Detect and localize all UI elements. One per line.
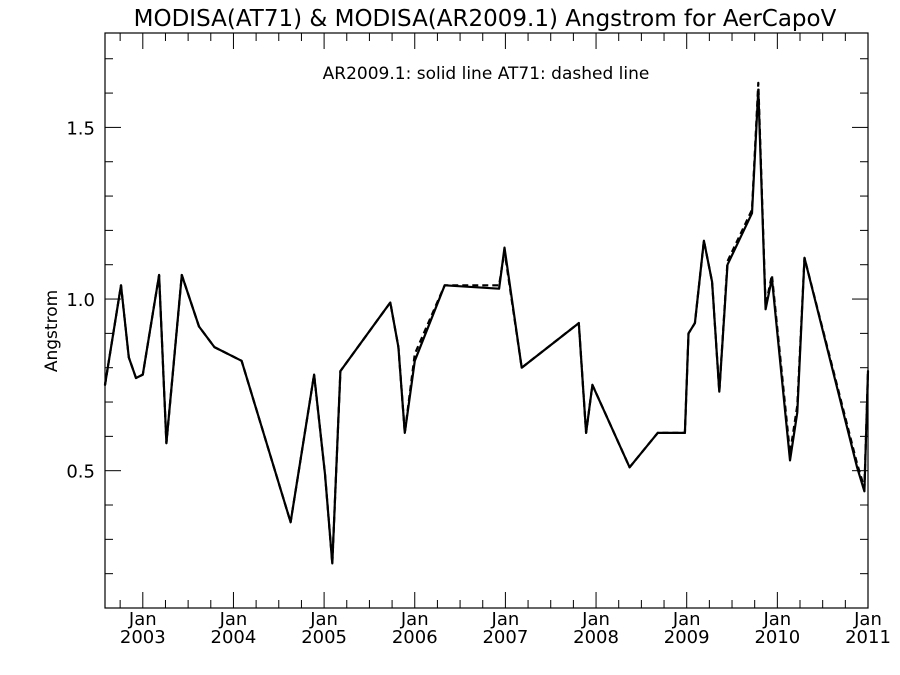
series-line-ar2009-1 bbox=[103, 88, 870, 565]
chart-title: MODISA(AT71) & MODISA(AR2009.1) Angstrom… bbox=[134, 6, 837, 32]
x-tick-month-label: Jan bbox=[581, 609, 610, 630]
x-tick-month-label: Jan bbox=[853, 609, 882, 630]
y-tick-label: 1.0 bbox=[66, 290, 95, 311]
x-tick-year-label: 2006 bbox=[392, 627, 438, 648]
x-tick-month-label: Jan bbox=[219, 609, 248, 630]
x-tick-month-label: Jan bbox=[672, 609, 701, 630]
tick-labels: 0.51.01.5Jan2003Jan2004Jan2005Jan2006Jan… bbox=[66, 118, 891, 648]
x-tick-year-label: 2011 bbox=[845, 627, 891, 648]
y-tick-label: 1.5 bbox=[66, 118, 95, 139]
x-tick-year-label: 2004 bbox=[211, 627, 257, 648]
y-axis-label: Angstrom bbox=[42, 290, 62, 372]
x-tick-month-label: Jan bbox=[400, 609, 429, 630]
x-tick-year-label: 2007 bbox=[482, 627, 528, 648]
x-tick-year-label: 2008 bbox=[573, 627, 619, 648]
x-tick-month-label: Jan bbox=[309, 609, 338, 630]
x-tick-year-label: 2009 bbox=[664, 627, 710, 648]
x-tick-year-label: 2003 bbox=[120, 627, 166, 648]
x-tick-month-label: Jan bbox=[491, 609, 520, 630]
x-tick-month-label: Jan bbox=[128, 609, 157, 630]
series-line-at71 bbox=[103, 81, 870, 565]
x-tick-year-label: 2005 bbox=[301, 627, 347, 648]
x-tick-month-label: Jan bbox=[762, 609, 791, 630]
series-layer bbox=[103, 81, 870, 565]
chart-annotation: AR2009.1: solid line AT71: dashed line bbox=[323, 64, 650, 84]
x-tick-year-label: 2010 bbox=[754, 627, 800, 648]
y-tick-label: 0.5 bbox=[66, 462, 95, 483]
plot-area-frame bbox=[104, 32, 869, 609]
axis-ticks bbox=[105, 33, 869, 609]
